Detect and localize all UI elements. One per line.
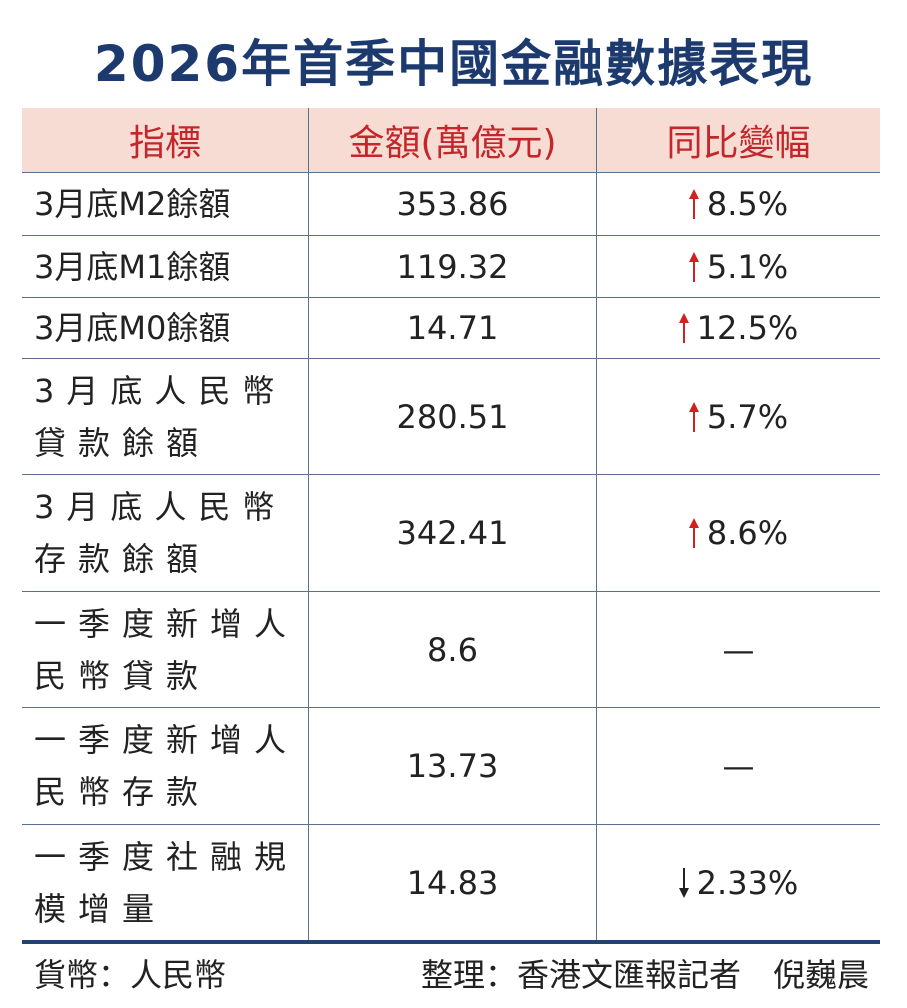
label-text: 3月底人民幣存款餘額 xyxy=(34,488,287,578)
change-cell: 8.6% xyxy=(596,474,880,591)
header-cell: 指標 xyxy=(22,108,308,172)
row-label: 3月底M2餘額 xyxy=(22,172,308,235)
change-cell: 8.5% xyxy=(596,172,880,235)
title: 2026年首季中國金融數據表現 xyxy=(93,35,814,93)
change-text: 5.7% xyxy=(706,397,789,436)
row-label: 3月底M1餘額 xyxy=(22,235,308,297)
change-text: 8.6% xyxy=(706,514,789,552)
data-table: 指標 金額(萬億元) 同比變幅 3月底M2餘額 353.86 8.5% 3月底M… xyxy=(22,108,880,944)
value-cell: 280.51 xyxy=(308,358,596,474)
label-text: 一季度社融規模增量 xyxy=(34,837,299,928)
label-text: 3月底人民幣貸款餘額 xyxy=(34,371,287,462)
header-cell: 金額(萬億元) xyxy=(308,108,596,172)
header-cell: 同比變幅 xyxy=(596,108,880,172)
currency-note: 貨幣：人民幣 xyxy=(34,956,227,994)
change-cell: 5.7% xyxy=(596,358,880,474)
up-arrow xyxy=(688,401,699,432)
down-arrow xyxy=(678,867,689,898)
change-text: 8.5% xyxy=(706,185,789,223)
credit-note: 整理：香港文匯報記者 倪巍晨 xyxy=(420,956,869,994)
row-label: 一季度新增人民幣貸款 xyxy=(22,591,308,707)
row-label: 3月底人民幣存款餘額 xyxy=(22,474,308,591)
row-label: 一季度新增人民幣存款 xyxy=(22,707,308,824)
change-cell: 2.33% xyxy=(596,824,880,940)
value-cell: 353.86 xyxy=(308,172,596,235)
label-text: 3月底M1餘額 xyxy=(34,247,231,286)
change-text: 2.33% xyxy=(696,863,799,902)
row-label: 一季度社融規模增量 xyxy=(22,824,308,940)
label-text: 一季度新增人民幣存款 xyxy=(34,721,299,811)
up-arrow xyxy=(678,313,689,343)
value-cell: 14.71 xyxy=(308,297,596,358)
change-text: 12.5% xyxy=(696,309,799,347)
change-text: 5.1% xyxy=(706,247,789,286)
change-cell: 12.5% xyxy=(596,297,880,358)
label-text: 3月底M2餘額 xyxy=(34,185,231,223)
value-cell: 119.32 xyxy=(308,235,596,297)
row-label: 3月底M0餘額 xyxy=(22,297,308,358)
up-arrow xyxy=(688,251,699,282)
label-text: 3月底M0餘額 xyxy=(34,309,231,347)
value-cell: 342.41 xyxy=(308,474,596,591)
change-cell: — xyxy=(596,591,880,707)
change-cell: 5.1% xyxy=(596,235,880,297)
row-label: 3月底人民幣貸款餘額 xyxy=(22,358,308,474)
change-cell: — xyxy=(596,707,880,824)
value-cell: 13.73 xyxy=(308,707,596,824)
up-arrow xyxy=(688,518,699,548)
value-cell: 8.6 xyxy=(308,591,596,707)
up-arrow xyxy=(688,189,699,219)
label-text: 一季度新增人民幣貸款 xyxy=(34,604,299,695)
value-cell: 14.83 xyxy=(308,824,596,940)
